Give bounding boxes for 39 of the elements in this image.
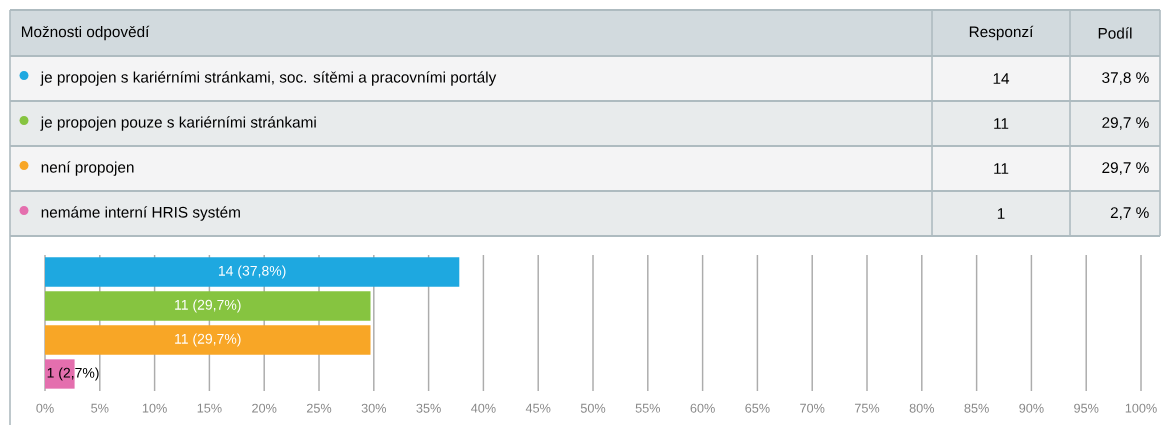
text: 1 (997, 208, 1005, 219)
text: 11 (994, 163, 1009, 174)
x-tick-label: 60% (690, 403, 715, 413)
x-tick-label: 0% (36, 403, 54, 413)
text: Možnosti odpovědí (21, 25, 150, 41)
text: Podíl (1098, 27, 1132, 39)
x-tick-label: 100% (1125, 403, 1157, 413)
text: 29,7 % (1102, 117, 1149, 130)
text: 14 (993, 73, 1010, 84)
legend-label: je propojen pouze s kariérními stránkami (40, 116, 316, 131)
legend-label: není propojen (41, 161, 134, 176)
text: 11 (994, 118, 1009, 129)
text: Responzí (969, 25, 1034, 41)
x-tick-label: 90% (1019, 403, 1044, 413)
x-tick-label: 20% (252, 403, 277, 413)
x-tick-label: 50% (580, 403, 606, 413)
data-label: 14 (37,8%) (218, 265, 286, 279)
x-tick-label: 15% (197, 403, 222, 413)
legend-label: je propojen s kariérními stránkami, soc. sítěmi a pracovními portály (40, 71, 497, 86)
x-tick-label: 45% (525, 403, 551, 413)
data-label: 11 (29,7%) (175, 333, 241, 347)
x-tick-label: 65% (745, 403, 770, 413)
x-tick-label: 30% (361, 403, 387, 413)
x-tick-label: 80% (909, 403, 935, 413)
x-tick-label: 85% (964, 403, 989, 413)
x-tick-label: 35% (416, 403, 441, 413)
x-tick-label: 70% (800, 403, 825, 413)
legend-label: nemáme interní HRIS systém (41, 206, 240, 221)
data-label: 11 (29,7%) (175, 299, 241, 313)
text: 2,7 % (1110, 207, 1149, 220)
x-tick-label: 95% (1074, 403, 1099, 413)
x-tick-label: 10% (142, 403, 167, 413)
x-tick-label: 5% (91, 403, 109, 413)
text: 29,7 % (1102, 162, 1149, 175)
x-tick-label: 55% (635, 403, 661, 413)
text: 37,8 % (1102, 72, 1149, 85)
x-tick-label: 40% (471, 403, 496, 413)
x-tick-label: 75% (854, 403, 880, 413)
x-tick-label: 25% (306, 403, 332, 413)
